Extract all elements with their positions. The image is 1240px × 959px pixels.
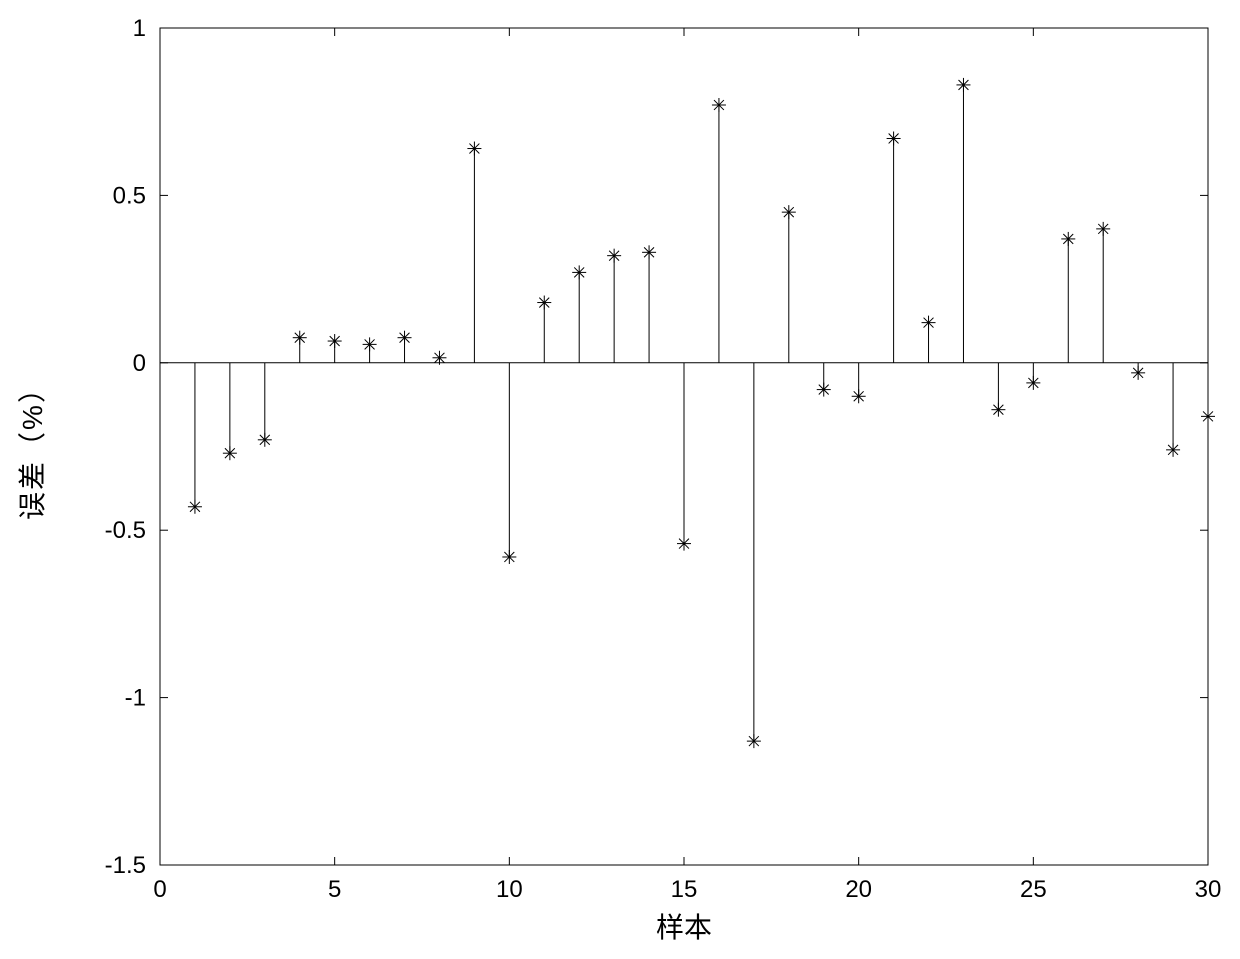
stem-marker <box>712 98 726 112</box>
stem-marker <box>642 245 656 259</box>
stem-marker <box>537 296 551 310</box>
stem-marker <box>572 265 586 279</box>
stem-marker <box>817 383 831 397</box>
y-tick-label: 0 <box>133 350 146 377</box>
stem-marker <box>991 403 1005 417</box>
y-tick-label: -0.5 <box>105 517 146 544</box>
stem-marker <box>747 734 761 748</box>
x-axis-label: 样本 <box>656 912 712 943</box>
stem-marker <box>328 334 342 348</box>
stem-marker <box>188 500 202 514</box>
y-tick-label: 0.5 <box>113 182 146 209</box>
stem-marker <box>223 446 237 460</box>
stem-marker <box>258 433 272 447</box>
x-tick-label: 15 <box>671 876 698 903</box>
stem-marker <box>887 131 901 145</box>
stem-marker <box>1131 366 1145 380</box>
y-tick-label: 1 <box>133 15 146 42</box>
x-tick-label: 10 <box>496 876 523 903</box>
error-stem-chart: 0 5 10 15 20 25 30 -1.5 -1 -0.5 0 0.5 1 样本 误差（%） <box>0 0 1240 959</box>
stem-marker <box>502 550 516 564</box>
stem-marker <box>293 331 307 345</box>
y-tick-label: -1 <box>125 685 146 712</box>
x-tick-label: 20 <box>845 876 872 903</box>
stem-marker <box>922 316 936 330</box>
stem-marker <box>467 142 481 156</box>
stem-marker <box>1201 409 1215 423</box>
stem-marker <box>1096 222 1110 236</box>
stem-marker <box>1166 443 1180 457</box>
stem-marker <box>956 78 970 92</box>
x-tick-label: 30 <box>1195 876 1222 903</box>
stem-marker <box>398 331 412 345</box>
y-axis-label: 误差（%） <box>17 373 48 520</box>
stem-marker <box>677 537 691 551</box>
x-tick-label: 5 <box>328 876 341 903</box>
stem-marker <box>1061 232 1075 246</box>
stem-marker <box>852 389 866 403</box>
stem-marker <box>363 337 377 351</box>
x-tick-label: 25 <box>1020 876 1047 903</box>
y-tick-label: -1.5 <box>105 852 146 879</box>
stem-marker <box>1026 376 1040 390</box>
x-tick-label: 0 <box>153 876 166 903</box>
stem-marker <box>607 249 621 263</box>
stem-marker <box>782 205 796 219</box>
stem-marker <box>432 351 446 365</box>
